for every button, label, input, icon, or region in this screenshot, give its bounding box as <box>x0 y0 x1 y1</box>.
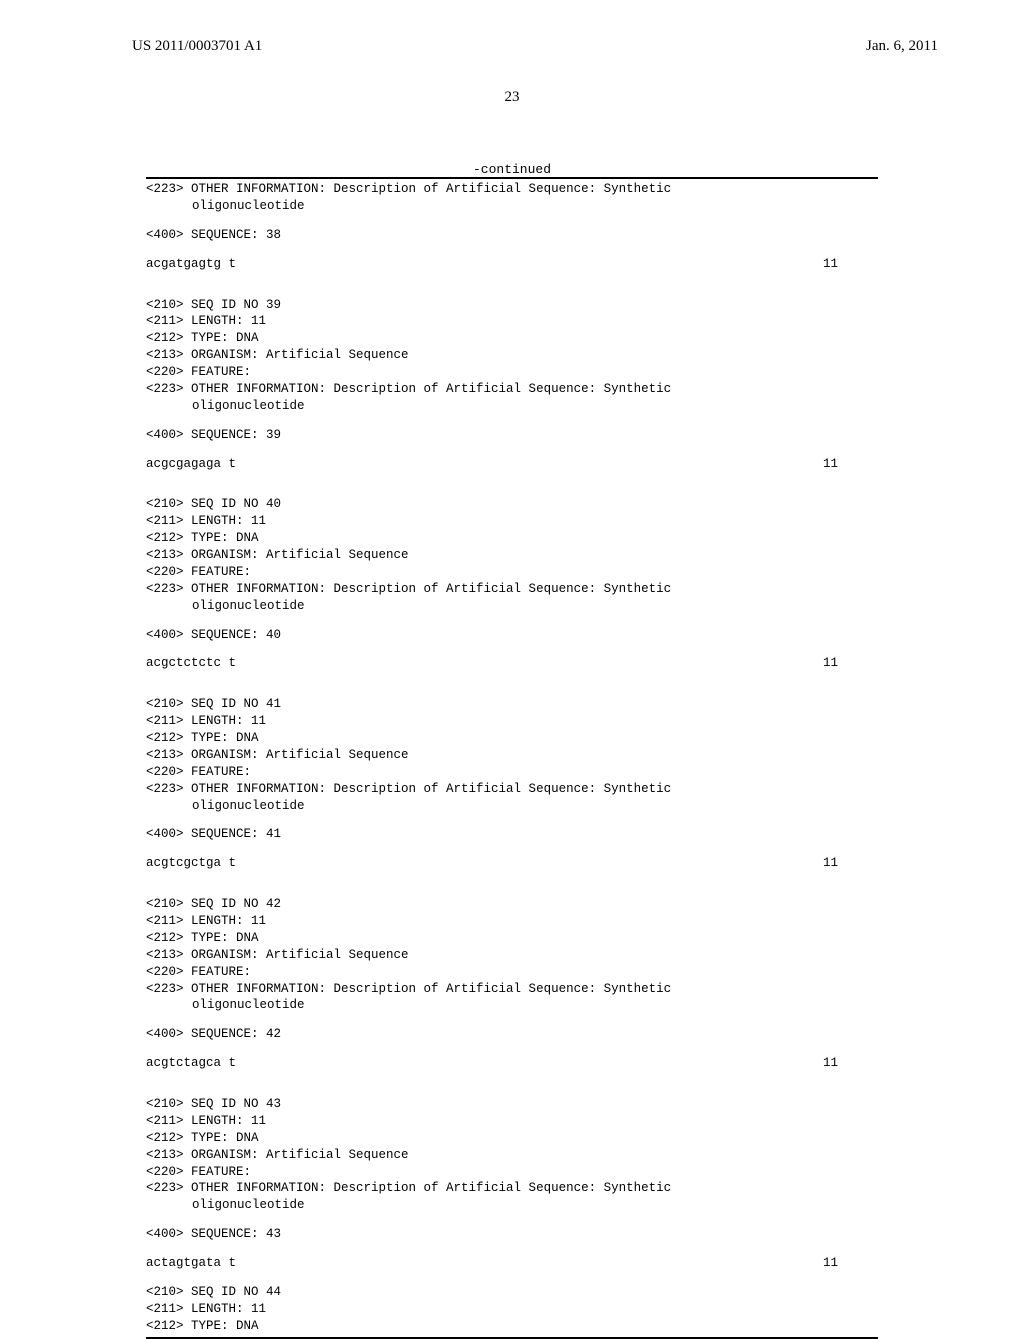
seq-other-info: <223> OTHER INFORMATION: Description of … <box>146 1180 878 1197</box>
sequence-block: <210> SEQ ID NO 43 <211> LENGTH: 11 <212… <box>146 1096 878 1272</box>
seq-id-line: <210> SEQ ID NO 44 <box>146 1284 878 1301</box>
seq-label: <400> SEQUENCE: 42 <box>146 1026 878 1043</box>
seq-other-info-cont: oligonucleotide <box>146 1197 878 1214</box>
seq-length-line: <211> LENGTH: 11 <box>146 313 878 330</box>
seq-length-line: <211> LENGTH: 11 <box>146 1301 878 1318</box>
sequence-block: <210> SEQ ID NO 40 <211> LENGTH: 11 <212… <box>146 496 878 672</box>
seq-length-line: <211> LENGTH: 11 <box>146 913 878 930</box>
seq-feature-line: <220> FEATURE: <box>146 564 878 581</box>
sequence-line: actagtgata t 11 <box>146 1255 878 1272</box>
seq-feature-line: <220> FEATURE: <box>146 1164 878 1181</box>
sequence-line: acgtctagca t 11 <box>146 1055 878 1072</box>
seq-type-line: <212> TYPE: DNA <box>146 730 878 747</box>
seq-id-line: <210> SEQ ID NO 42 <box>146 896 878 913</box>
seq-other-info-cont: oligonucleotide <box>146 198 878 215</box>
seq-other-info-cont: oligonucleotide <box>146 398 878 415</box>
sequence-text: acgcgagaga t <box>146 456 236 473</box>
sequence-text: acgatgagtg t <box>146 256 236 273</box>
seq-organism-line: <213> ORGANISM: Artificial Sequence <box>146 747 878 764</box>
seq-type-line: <212> TYPE: DNA <box>146 530 878 547</box>
sequence-line: acgctctctc t 11 <box>146 655 878 672</box>
seq-label: <400> SEQUENCE: 38 <box>146 227 878 244</box>
seq-type-line: <212> TYPE: DNA <box>146 930 878 947</box>
page-number: 23 <box>0 89 1024 106</box>
seq-other-info-cont: oligonucleotide <box>146 798 878 815</box>
seq-label: <400> SEQUENCE: 41 <box>146 826 878 843</box>
seq-type-line: <212> TYPE: DNA <box>146 330 878 347</box>
seq-type-line: <212> TYPE: DNA <box>146 1318 878 1335</box>
seq-other-info-cont: oligonucleotide <box>146 997 878 1014</box>
sequence-text: acgctctctc t <box>146 655 236 672</box>
seq-label: <400> SEQUENCE: 39 <box>146 427 878 444</box>
publication-date: Jan. 6, 2011 <box>866 38 938 55</box>
seq-other-info: <223> OTHER INFORMATION: Description of … <box>146 581 878 598</box>
sequence-text: actagtgata t <box>146 1255 236 1272</box>
seq-other-info: <223> OTHER INFORMATION: Description of … <box>146 381 878 398</box>
seq-id-line: <210> SEQ ID NO 39 <box>146 297 878 314</box>
seq-length-line: <211> LENGTH: 11 <box>146 713 878 730</box>
sequence-length: 11 <box>823 1255 878 1272</box>
sequence-block-bottom: <210> SEQ ID NO 44 <211> LENGTH: 11 <212… <box>146 1284 878 1335</box>
continued-label: -continued <box>0 162 1024 177</box>
sequence-length: 11 <box>823 456 878 473</box>
sequence-block: <210> SEQ ID NO 39 <211> LENGTH: 11 <212… <box>146 297 878 473</box>
sequence-text: acgtctagca t <box>146 1055 236 1072</box>
seq-organism-line: <213> ORGANISM: Artificial Sequence <box>146 347 878 364</box>
seq-other-info: <223> OTHER INFORMATION: Description of … <box>146 981 878 998</box>
seq-other-info-cont: oligonucleotide <box>146 598 878 615</box>
seq-id-line: <210> SEQ ID NO 43 <box>146 1096 878 1113</box>
sequence-line: acgatgagtg t 11 <box>146 256 878 273</box>
page-header: US 2011/0003701 A1 Jan. 6, 2011 <box>0 0 1024 55</box>
seq-length-line: <211> LENGTH: 11 <box>146 513 878 530</box>
seq-label: <400> SEQUENCE: 40 <box>146 627 878 644</box>
sequence-text: acgtcgctga t <box>146 855 236 872</box>
seq-organism-line: <213> ORGANISM: Artificial Sequence <box>146 547 878 564</box>
sequence-line: acgtcgctga t 11 <box>146 855 878 872</box>
seq-id-line: <210> SEQ ID NO 40 <box>146 496 878 513</box>
seq-label: <400> SEQUENCE: 43 <box>146 1226 878 1243</box>
sequence-block-top: <223> OTHER INFORMATION: Description of … <box>146 181 878 273</box>
seq-feature-line: <220> FEATURE: <box>146 964 878 981</box>
sequence-length: 11 <box>823 855 878 872</box>
sequence-line: acgcgagaga t 11 <box>146 456 878 473</box>
sequence-length: 11 <box>823 1055 878 1072</box>
seq-feature-line: <220> FEATURE: <box>146 364 878 381</box>
sequence-listing-content: <223> OTHER INFORMATION: Description of … <box>146 177 878 1339</box>
sequence-block: <210> SEQ ID NO 42 <211> LENGTH: 11 <212… <box>146 896 878 1072</box>
seq-organism-line: <213> ORGANISM: Artificial Sequence <box>146 1147 878 1164</box>
seq-other-info: <223> OTHER INFORMATION: Description of … <box>146 781 878 798</box>
seq-organism-line: <213> ORGANISM: Artificial Sequence <box>146 947 878 964</box>
seq-length-line: <211> LENGTH: 11 <box>146 1113 878 1130</box>
seq-feature-line: <220> FEATURE: <box>146 764 878 781</box>
sequence-length: 11 <box>823 256 878 273</box>
publication-number: US 2011/0003701 A1 <box>132 38 262 55</box>
sequence-length: 11 <box>823 655 878 672</box>
seq-other-info: <223> OTHER INFORMATION: Description of … <box>146 181 878 198</box>
seq-type-line: <212> TYPE: DNA <box>146 1130 878 1147</box>
sequence-block: <210> SEQ ID NO 41 <211> LENGTH: 11 <212… <box>146 696 878 872</box>
seq-id-line: <210> SEQ ID NO 41 <box>146 696 878 713</box>
